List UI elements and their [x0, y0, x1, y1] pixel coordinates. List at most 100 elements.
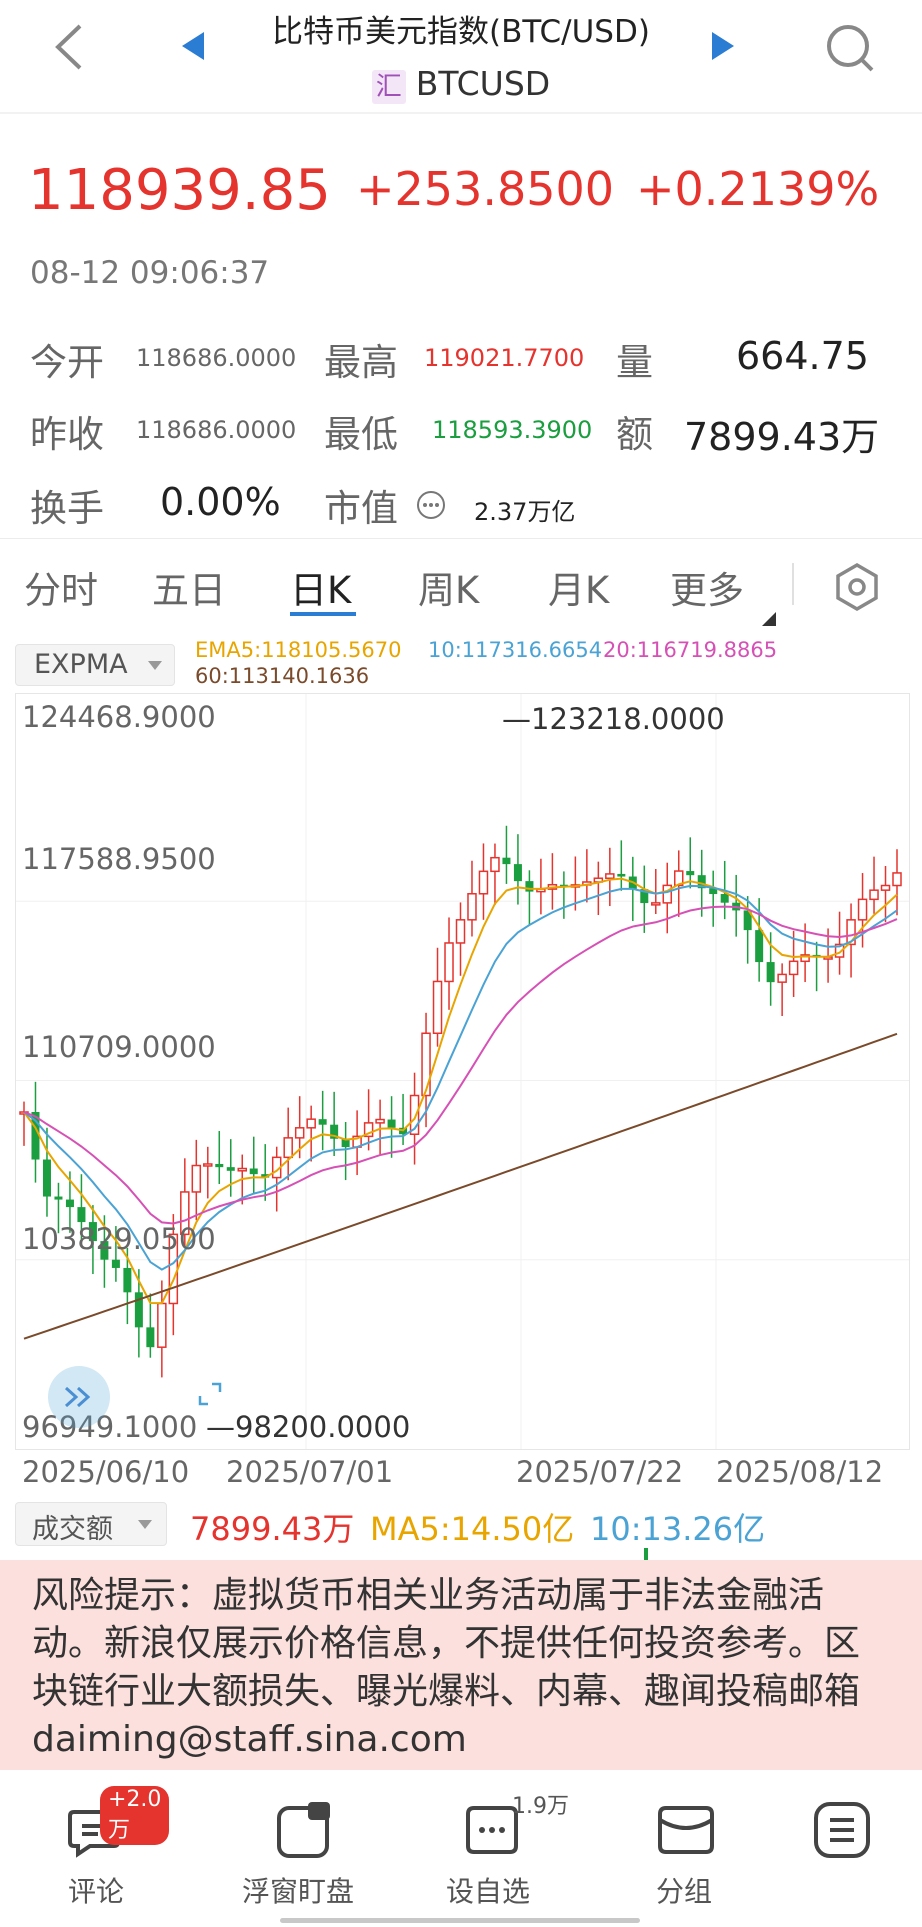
x-axis-label: 2025/08/12 — [716, 1455, 884, 1489]
candle — [869, 889, 879, 901]
candle — [226, 1167, 235, 1171]
amount-value: 7899.43万 — [684, 415, 880, 459]
candle — [363, 1122, 374, 1138]
candle — [203, 1163, 213, 1167]
menu-button[interactable] — [812, 1800, 872, 1864]
candle — [846, 919, 856, 946]
symbol-code: BTCUSD — [415, 64, 551, 103]
add-watchlist-button[interactable]: 1.9万 设自选 — [440, 1786, 580, 1908]
candle — [720, 894, 729, 903]
kline-chart[interactable] — [15, 693, 910, 1450]
candle — [709, 888, 718, 895]
chevron-left-icon — [55, 24, 82, 70]
open-value: 118686.0000 — [136, 344, 297, 372]
y-axis-label: 96949.1000 — [22, 1410, 198, 1444]
volume-amount: 7899.43万 — [190, 1510, 355, 1548]
chart-settings-button[interactable] — [832, 562, 882, 616]
search-icon — [827, 25, 874, 72]
candle — [513, 864, 522, 882]
comment-label: 评论 — [68, 1875, 125, 1908]
dropdown-corner-icon — [762, 612, 776, 626]
caret-down-icon — [148, 661, 162, 670]
candle — [294, 1127, 305, 1139]
comment-button[interactable]: +2.0万 评论 — [60, 1786, 170, 1908]
candle — [892, 872, 902, 887]
x-axis-label: 2025/06/10 — [22, 1455, 190, 1489]
price-change: +253.8500 — [356, 162, 615, 216]
next-symbol-button[interactable] — [710, 30, 736, 66]
tab-daily-k[interactable]: 日K — [290, 569, 352, 612]
y-axis-label: 117588.9500 — [22, 842, 216, 876]
candle — [341, 1138, 350, 1148]
expand-panel-button[interactable] — [48, 1366, 110, 1428]
double-chevron-right-icon — [64, 1386, 91, 1408]
candle — [375, 1118, 385, 1124]
candle — [31, 1111, 40, 1160]
ema60-value: 60:113140.1636 — [195, 664, 370, 688]
menu-icon — [814, 1802, 870, 1858]
max-price-label: —123218.0000 — [502, 702, 725, 736]
volume-indicator-selector[interactable]: 成交额 — [15, 1502, 167, 1546]
search-button[interactable] — [822, 20, 878, 80]
market-cap-value: 2.37万亿 — [474, 498, 576, 526]
back-button[interactable] — [52, 22, 86, 76]
candle — [157, 1302, 167, 1348]
header-title: 比特币美元指数(BTC/USD) — [272, 14, 650, 50]
comment-count-badge: +2.0万 — [100, 1786, 170, 1845]
candle — [88, 1222, 97, 1242]
y-axis-label: 124468.9000 — [22, 700, 216, 734]
candle — [834, 943, 845, 958]
watch-count: 1.9万 — [512, 1794, 569, 1819]
ema20-value: 20:116719.8865 — [603, 638, 778, 662]
indicator-selector[interactable]: EXPMA — [15, 644, 175, 686]
volume-selector-label: 成交额 — [32, 1514, 113, 1545]
group-button[interactable]: 分组 — [650, 1786, 730, 1908]
min-price-value: 98200.0000 — [235, 1410, 411, 1444]
market-cap-info-button[interactable] — [416, 490, 446, 524]
turnover-value: 0.00% — [160, 480, 281, 524]
group-label: 分组 — [656, 1875, 713, 1908]
candle — [421, 1032, 431, 1097]
tab-weekly-k[interactable]: 周K — [418, 569, 480, 612]
float-watch-button[interactable]: 浮窗盯盘 — [238, 1786, 378, 1908]
y-axis-label: 103829.0500 — [22, 1222, 216, 1256]
candle — [455, 919, 466, 944]
previous-symbol-button[interactable] — [180, 30, 206, 66]
candle — [651, 902, 661, 906]
kline-chart-canvas — [16, 694, 909, 1449]
candle — [605, 873, 615, 879]
ema5-line — [23, 877, 898, 1305]
market-cap-label: 市值 — [324, 487, 398, 530]
active-tab-indicator — [290, 612, 356, 616]
candle — [283, 1137, 293, 1159]
candle — [387, 1119, 396, 1128]
candle — [123, 1267, 132, 1293]
candle — [777, 973, 787, 983]
high-label: 最高 — [324, 341, 398, 384]
candle — [467, 893, 477, 921]
triangle-right-icon — [712, 32, 734, 60]
prev-close-label: 昨收 — [30, 413, 104, 456]
candle — [743, 910, 752, 931]
candle — [617, 873, 626, 877]
candle — [788, 960, 799, 976]
divider — [0, 112, 922, 114]
fullscreen-icon[interactable] — [198, 1382, 222, 1406]
tab-monthly-k[interactable]: 月K — [548, 569, 610, 612]
tab-more[interactable]: 更多 — [670, 569, 744, 612]
tab-five-day[interactable]: 五日 — [152, 569, 226, 612]
candle — [409, 1094, 420, 1135]
candle — [65, 1199, 74, 1208]
tab-intraday[interactable]: 分时 — [24, 569, 98, 612]
x-axis-label: 2025/07/22 — [516, 1455, 684, 1489]
amount-label: 额 — [616, 413, 653, 456]
candle — [191, 1164, 202, 1193]
candle — [77, 1207, 86, 1223]
candle — [880, 884, 891, 891]
candle — [766, 962, 775, 983]
candle — [180, 1191, 190, 1236]
x-axis-label: 2025/07/01 — [226, 1455, 394, 1489]
volume-label: 量 — [616, 341, 653, 384]
y-axis-label: 110709.0000 — [22, 1030, 216, 1064]
risk-notice-text: 风险提示：虚拟货币相关业务活动属于非法金融活动。新浪仅展示价格信息，不提供任何投… — [32, 1575, 861, 1760]
